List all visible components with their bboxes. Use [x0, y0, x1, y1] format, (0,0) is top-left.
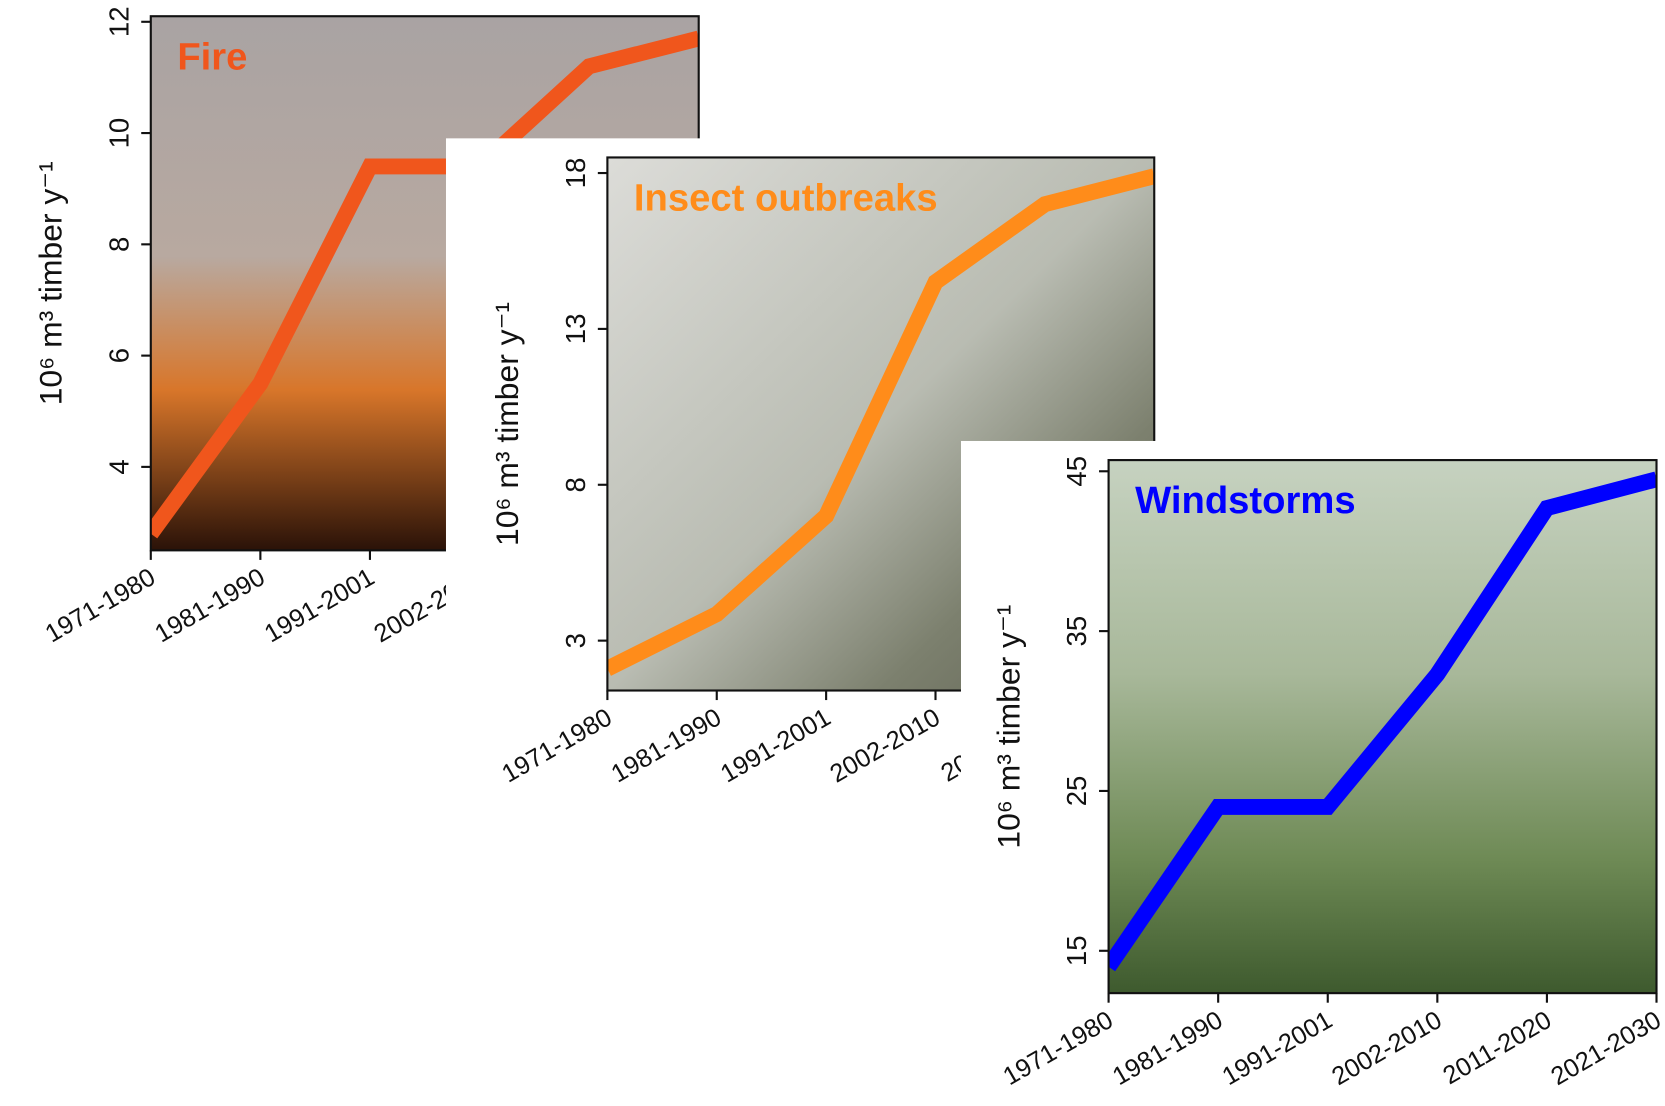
- y-tick-label: 15: [1061, 935, 1092, 966]
- plot-background: [1108, 460, 1657, 994]
- y-tick-label: 13: [560, 314, 591, 345]
- y-tick-label: 12: [103, 6, 134, 37]
- y-tick-label: 6: [103, 348, 134, 363]
- x-tick-label: 1991-2001: [260, 563, 379, 648]
- y-tick-label: 35: [1061, 616, 1092, 647]
- chart-title: Windstorms: [1135, 479, 1356, 522]
- y-tick-label: 8: [560, 477, 591, 492]
- y-tick-label: 4: [103, 459, 134, 474]
- y-axis-label: 10⁶ m³ timber y⁻¹: [489, 302, 525, 546]
- y-tick-label: 8: [103, 237, 134, 252]
- y-axis-label: 10⁶ m³ timber y⁻¹: [32, 161, 68, 405]
- y-tick-label: 18: [560, 158, 591, 189]
- x-tick-label: 1981-1990: [150, 563, 269, 648]
- data-line: [607, 168, 1155, 676]
- chart-title: Insect outbreaks: [634, 177, 938, 220]
- y-tick-label: 25: [1061, 776, 1092, 807]
- chart-panel: Windstorms152535451971-19801981-19901991…: [960, 440, 1665, 1106]
- y-axis-label: 10⁶ m³ timber y⁻¹: [990, 605, 1026, 849]
- data-line: [1108, 471, 1657, 972]
- y-tick-label: 45: [1061, 456, 1092, 487]
- plot-frame: [1107, 459, 1658, 995]
- y-tick-label: 10: [103, 118, 134, 149]
- data-line: [150, 30, 699, 539]
- chart-title: Fire: [177, 35, 247, 78]
- x-tick-label: 1971-1980: [41, 563, 160, 648]
- y-tick-label: 3: [560, 633, 591, 648]
- plot-frame: [606, 156, 1156, 692]
